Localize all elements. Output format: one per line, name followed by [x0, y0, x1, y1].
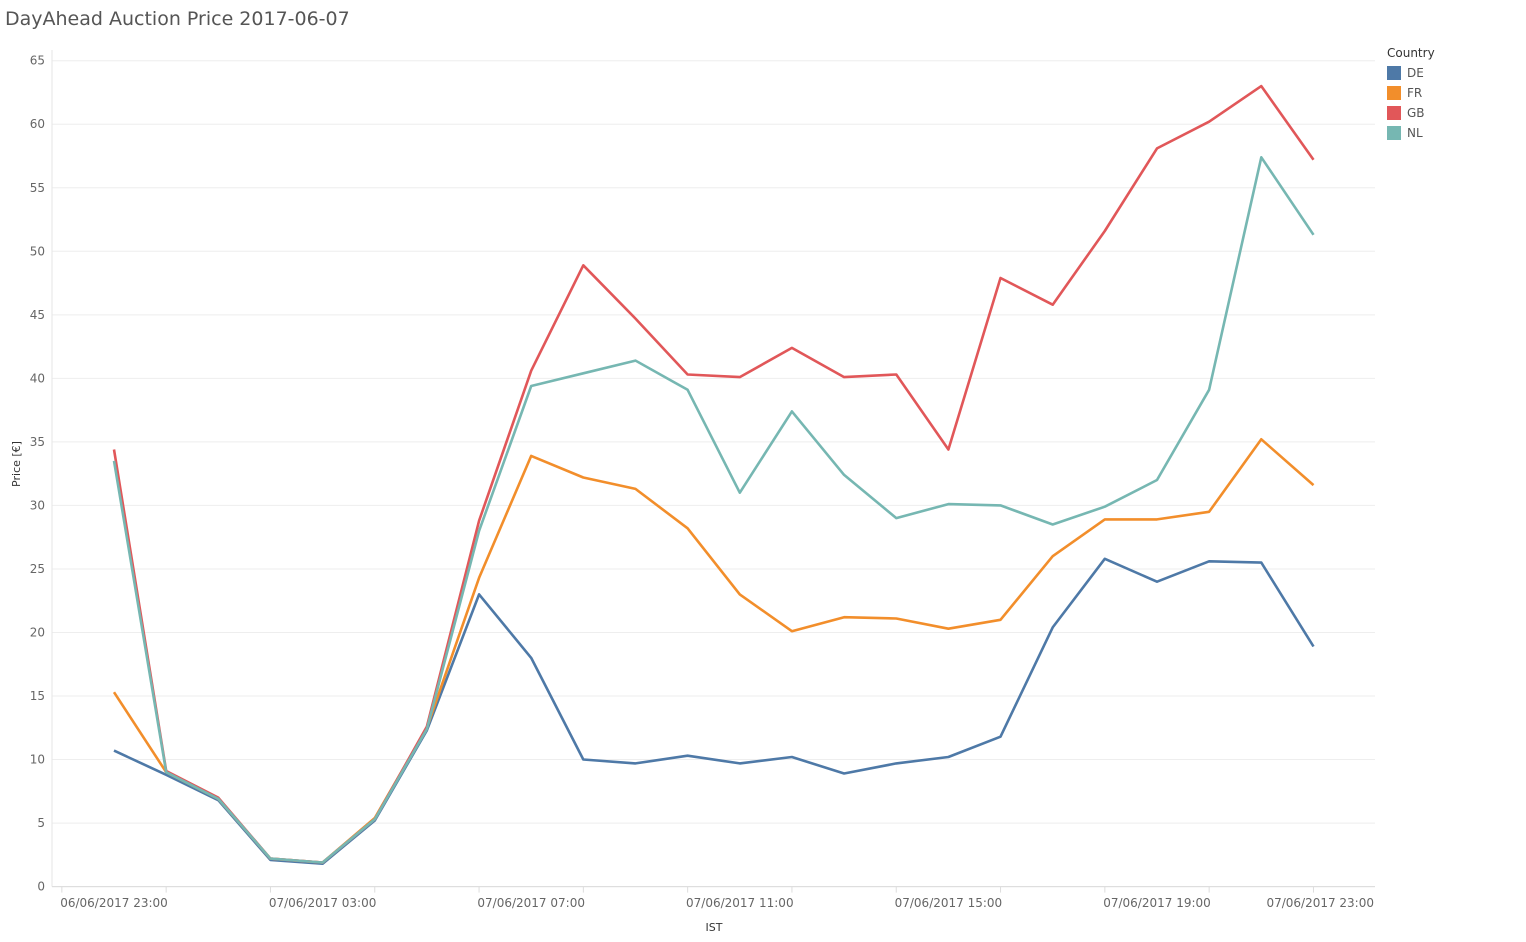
x-tick-label: 06/06/2017 23:00	[60, 896, 168, 910]
chart-title: DayAhead Auction Price 2017-06-07	[5, 8, 350, 30]
legend-swatch	[1387, 106, 1401, 120]
y-tick-label: 50	[30, 244, 45, 258]
y-tick-label: 30	[30, 498, 45, 512]
y-tick-label: 60	[30, 117, 45, 131]
series-line-gb	[112, 84, 1315, 864]
legend-label: FR	[1407, 86, 1423, 100]
y-tick-label: 35	[30, 435, 45, 449]
legend-label: NL	[1407, 126, 1423, 140]
y-tick-label: 5	[37, 816, 45, 830]
legend-swatch	[1387, 86, 1401, 100]
legend-swatch	[1387, 126, 1401, 140]
y-tick-label: 55	[30, 181, 45, 195]
y-tick-label: 0	[37, 880, 45, 894]
legend-swatch	[1387, 66, 1401, 80]
legend-item-nl[interactable]: NL	[1387, 123, 1435, 143]
legend: Country DE FR GB NL	[1387, 46, 1435, 143]
legend-item-gb[interactable]: GB	[1387, 103, 1435, 123]
y-tick-label: 20	[30, 625, 45, 639]
x-tick-label: 07/06/2017 19:00	[1103, 896, 1211, 910]
y-axis-label: Price [€]	[10, 441, 23, 487]
y-tick-label: 25	[30, 562, 45, 576]
legend-label: DE	[1407, 66, 1424, 80]
y-tick-label: 15	[30, 689, 45, 703]
legend-item-de[interactable]: DE	[1387, 63, 1435, 83]
legend-label: GB	[1407, 106, 1425, 120]
legend-item-fr[interactable]: FR	[1387, 83, 1435, 103]
y-tick-label: 45	[30, 308, 45, 322]
series-line-de	[113, 557, 1315, 866]
series-line-nl	[112, 156, 1315, 864]
legend-title: Country	[1387, 46, 1435, 60]
x-tick-label: 07/06/2017 23:00	[1266, 896, 1374, 910]
y-tick-label: 65	[30, 54, 45, 68]
y-tick-label: 40	[30, 371, 45, 385]
x-tick-label: 07/06/2017 11:00	[686, 896, 794, 910]
y-tick-label: 10	[30, 753, 45, 767]
x-tick-label: 07/06/2017 07:00	[477, 896, 585, 910]
series-line-fr	[112, 437, 1315, 864]
x-tick-label: 07/06/2017 15:00	[895, 896, 1003, 910]
x-axis-label: IST	[706, 921, 723, 934]
x-tick-label: 07/06/2017 03:00	[269, 896, 377, 910]
